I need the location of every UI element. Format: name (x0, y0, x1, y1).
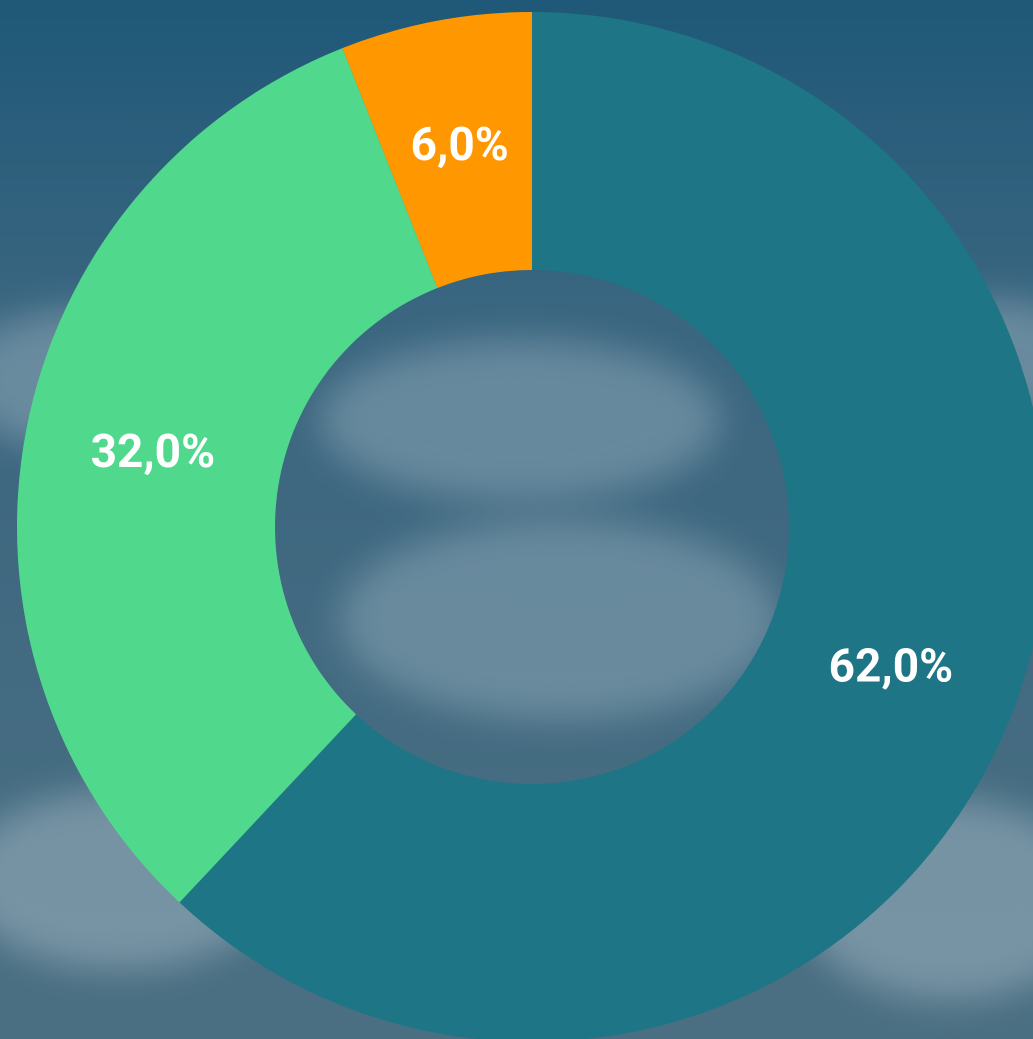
value-label: 6,0% (411, 118, 509, 172)
value-label: 32,0% (91, 425, 216, 479)
page: 62,0%32,0%6,0% (() => { const data = JSO… (0, 0, 1033, 1039)
value-label: 62,0% (829, 639, 954, 693)
chart: 62,0% 32,0% 6,0% (0, 0, 1033, 1039)
